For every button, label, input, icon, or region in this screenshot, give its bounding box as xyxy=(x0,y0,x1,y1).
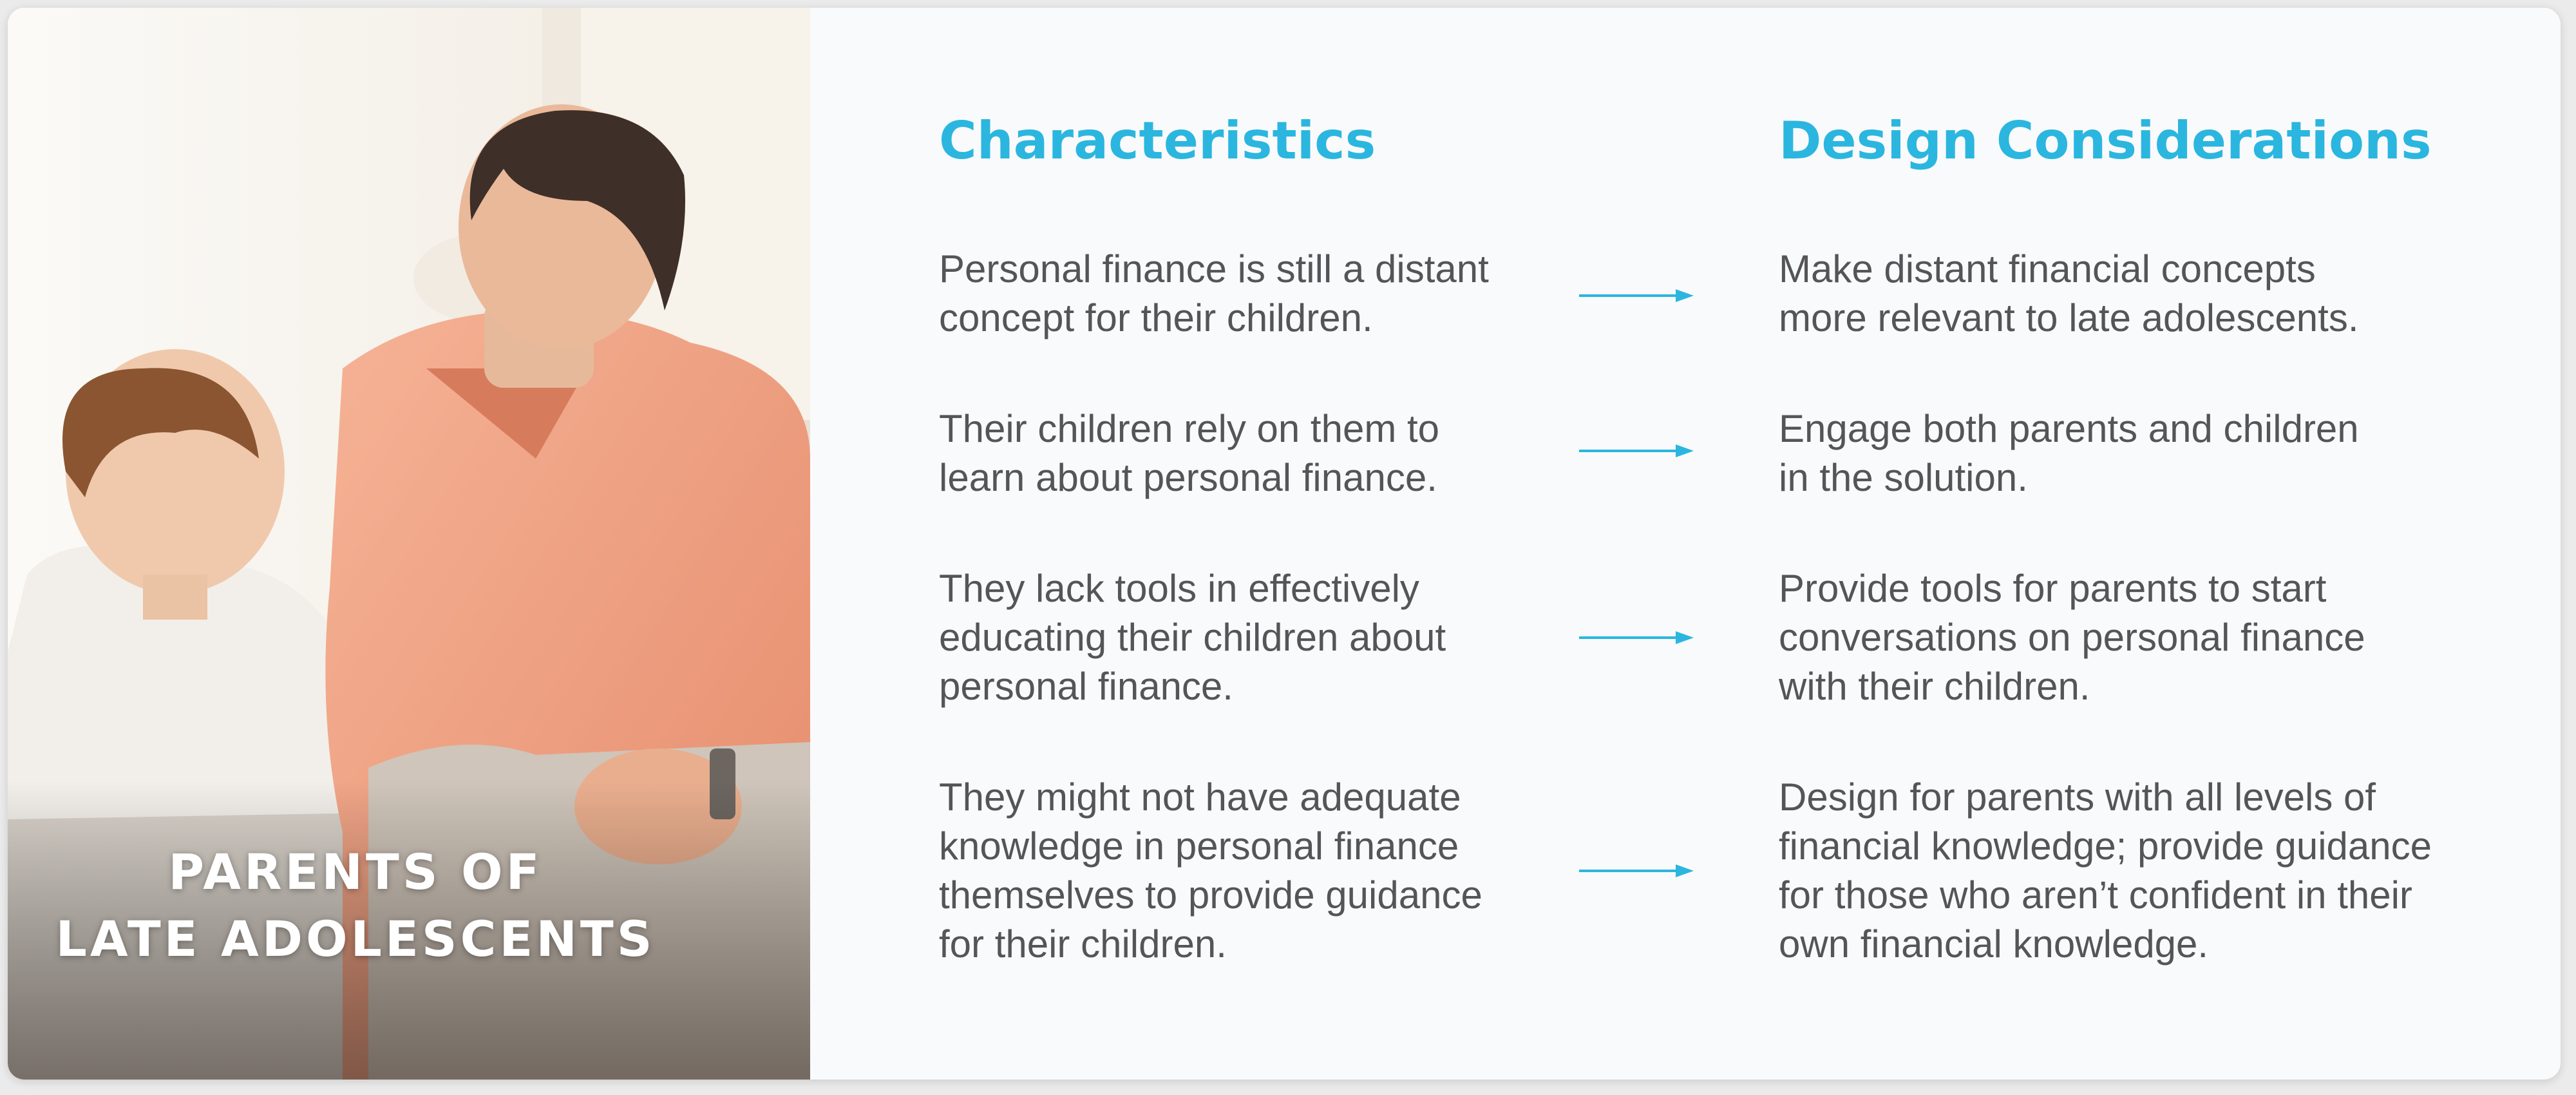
characteristic-text: They might not have adequate knowledge i… xyxy=(939,773,1482,969)
text-line: personal finance. xyxy=(939,665,1233,708)
parents-photo xyxy=(8,8,810,1080)
text-line: with their children. xyxy=(1779,665,2090,708)
text-line: financial knowledge; provide guidance xyxy=(1779,824,2432,868)
text-line: conversations on personal finance xyxy=(1779,616,2365,659)
text-line: They might not have adequate xyxy=(939,776,1461,819)
text-line: Design for parents with all levels of xyxy=(1779,776,2376,819)
text-line: They lack tools in effectively xyxy=(939,567,1419,610)
arrow-right-icon xyxy=(1579,864,1694,877)
panel-title: PARENTS OF LATE ADOLESCENTS xyxy=(8,839,703,973)
arrow-right-icon xyxy=(1579,444,1694,457)
design-consideration-text: Provide tools for parents to start conve… xyxy=(1779,564,2365,711)
text-line: Make distant financial concepts xyxy=(1779,247,2316,290)
text-line: learn about personal finance. xyxy=(939,456,1437,499)
text-line: in the solution. xyxy=(1779,456,2028,499)
panel-title-line: LATE ADOLESCENTS xyxy=(55,910,656,967)
panel-title-line: PARENTS OF xyxy=(168,843,543,900)
text-line: Personal finance is still a distant xyxy=(939,247,1489,290)
text-line: Their children rely on them to xyxy=(939,407,1440,450)
characteristic-text: They lack tools in effectively educating… xyxy=(939,564,1446,711)
design-consideration-text: Design for parents with all levels of fi… xyxy=(1779,773,2432,969)
design-considerations-heading: Design Considerations xyxy=(1779,111,2432,171)
photo-panel: PARENTS OF LATE ADOLESCENTS xyxy=(8,8,810,1080)
arrow-right-icon xyxy=(1579,289,1694,302)
arrow-right-icon xyxy=(1579,631,1694,644)
characteristic-text: Personal finance is still a distant conc… xyxy=(939,245,1489,343)
characteristic-text: Their children rely on them to learn abo… xyxy=(939,405,1439,502)
text-line: concept for their children. xyxy=(939,296,1373,339)
characteristics-heading: Characteristics xyxy=(939,111,1376,171)
text-line: own financial knowledge. xyxy=(1779,922,2209,966)
content-card: PARENTS OF LATE ADOLESCENTS Characterist… xyxy=(8,8,2561,1080)
text-line: for those who aren’t confident in their xyxy=(1779,873,2412,917)
text-line: Provide tools for parents to start xyxy=(1779,567,2327,610)
design-consideration-text: Engage both parents and children in the … xyxy=(1779,405,2359,502)
text-line: more relevant to late adolescents. xyxy=(1779,296,2359,339)
text-line: themselves to provide guidance xyxy=(939,873,1482,917)
text-line: for their children. xyxy=(939,922,1227,966)
design-consideration-text: Make distant financial concepts more rel… xyxy=(1779,245,2359,343)
text-line: knowledge in personal finance xyxy=(939,824,1459,868)
text-line: educating their children about xyxy=(939,616,1446,659)
text-line: Engage both parents and children xyxy=(1779,407,2359,450)
